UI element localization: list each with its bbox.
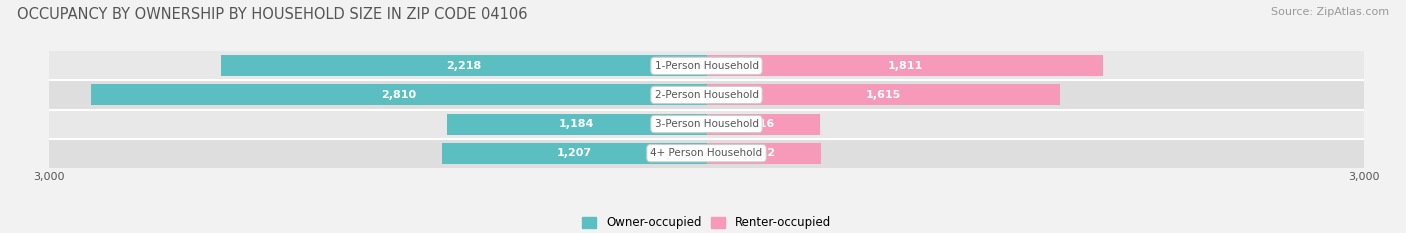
Bar [49, 51, 1364, 80]
Text: 522: 522 [752, 148, 775, 158]
Text: 2-Person Household: 2-Person Household [655, 90, 758, 100]
Text: 4+ Person Household: 4+ Person Household [651, 148, 762, 158]
Text: OCCUPANCY BY OWNERSHIP BY HOUSEHOLD SIZE IN ZIP CODE 04106: OCCUPANCY BY OWNERSHIP BY HOUSEHOLD SIZE… [17, 7, 527, 22]
Bar [49, 139, 1364, 168]
Bar [441, 143, 707, 164]
Bar [707, 113, 820, 134]
Bar [707, 85, 1060, 105]
Text: 1,184: 1,184 [560, 119, 595, 129]
Bar [707, 55, 1104, 76]
Legend: Owner-occupied, Renter-occupied: Owner-occupied, Renter-occupied [578, 212, 835, 233]
Text: 3-Person Household: 3-Person Household [655, 119, 758, 129]
Bar [707, 143, 821, 164]
Text: 516: 516 [751, 119, 775, 129]
Text: Source: ZipAtlas.com: Source: ZipAtlas.com [1271, 7, 1389, 17]
Text: 1-Person Household: 1-Person Household [655, 61, 758, 71]
Bar [447, 113, 707, 134]
Bar [49, 80, 1364, 110]
Bar [49, 110, 1364, 139]
Text: 1,207: 1,207 [557, 148, 592, 158]
Bar [221, 55, 707, 76]
Text: 1,811: 1,811 [887, 61, 922, 71]
Bar [91, 85, 707, 105]
Text: 2,218: 2,218 [446, 61, 481, 71]
Text: 2,810: 2,810 [381, 90, 416, 100]
Text: 1,615: 1,615 [866, 90, 901, 100]
